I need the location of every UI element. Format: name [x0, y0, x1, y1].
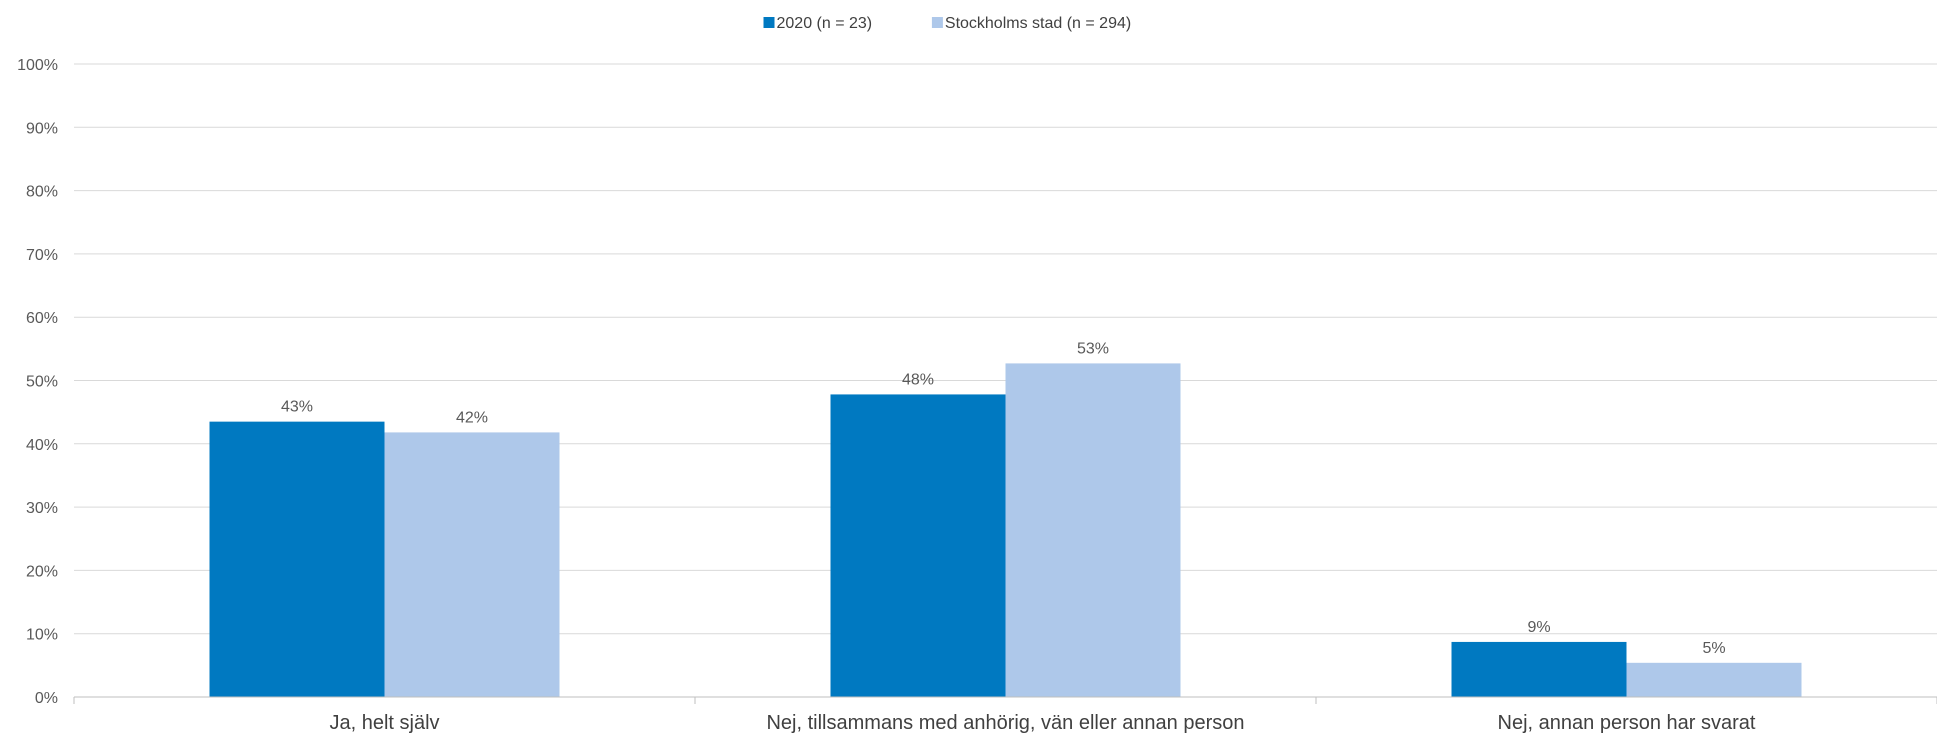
- y-tick-label: 60%: [26, 310, 58, 327]
- data-label: 9%: [1527, 619, 1550, 636]
- category-label: Nej, tillsammans med anhörig, vän eller …: [766, 712, 1244, 734]
- x-axis: [73, 696, 1937, 704]
- bar: [1005, 363, 1181, 697]
- y-axis-ticks: 0% 10% 20% 30% 40% 50% 60% 70% 80% 90% 100%: [17, 57, 58, 707]
- data-label: 48%: [902, 371, 934, 388]
- y-tick-label: 50%: [26, 374, 58, 391]
- bar: [1626, 662, 1802, 697]
- y-tick-label: 80%: [26, 184, 58, 201]
- data-label: 53%: [1077, 340, 1109, 357]
- y-tick-label: 0%: [35, 690, 58, 707]
- legend-swatch: [763, 17, 775, 28]
- legend-label: Stockholms stad (n = 294): [945, 15, 1131, 32]
- category-label: Nej, annan person har svarat: [1498, 712, 1756, 734]
- category-label: Ja, helt själv: [329, 712, 439, 734]
- y-tick-label: 10%: [26, 627, 58, 644]
- y-tick-label: 40%: [26, 437, 58, 454]
- data-labels: 43% 42% 48% 53% 9% 5%: [281, 340, 1726, 656]
- y-tick-label: 70%: [26, 247, 58, 264]
- bar: [830, 394, 1006, 697]
- legend-swatch: [931, 17, 943, 28]
- legend-label: 2020 (n = 23): [777, 15, 873, 32]
- y-tick-label: 90%: [26, 120, 58, 137]
- category-labels: Ja, helt själv Nej, tillsammans med anhör…: [329, 712, 1755, 734]
- data-label: 43%: [281, 399, 313, 416]
- y-tick-label: 100%: [17, 57, 58, 74]
- bar: [1451, 641, 1627, 697]
- y-tick-label: 30%: [26, 500, 58, 517]
- bar: [209, 421, 385, 697]
- data-label: 42%: [456, 409, 488, 426]
- y-tick-label: 20%: [26, 563, 58, 580]
- data-label: 5%: [1702, 640, 1725, 657]
- legend: 2020 (n = 23) Stockholms stad (n = 294): [763, 15, 1131, 32]
- bar: [384, 432, 560, 697]
- bars: [209, 363, 1802, 697]
